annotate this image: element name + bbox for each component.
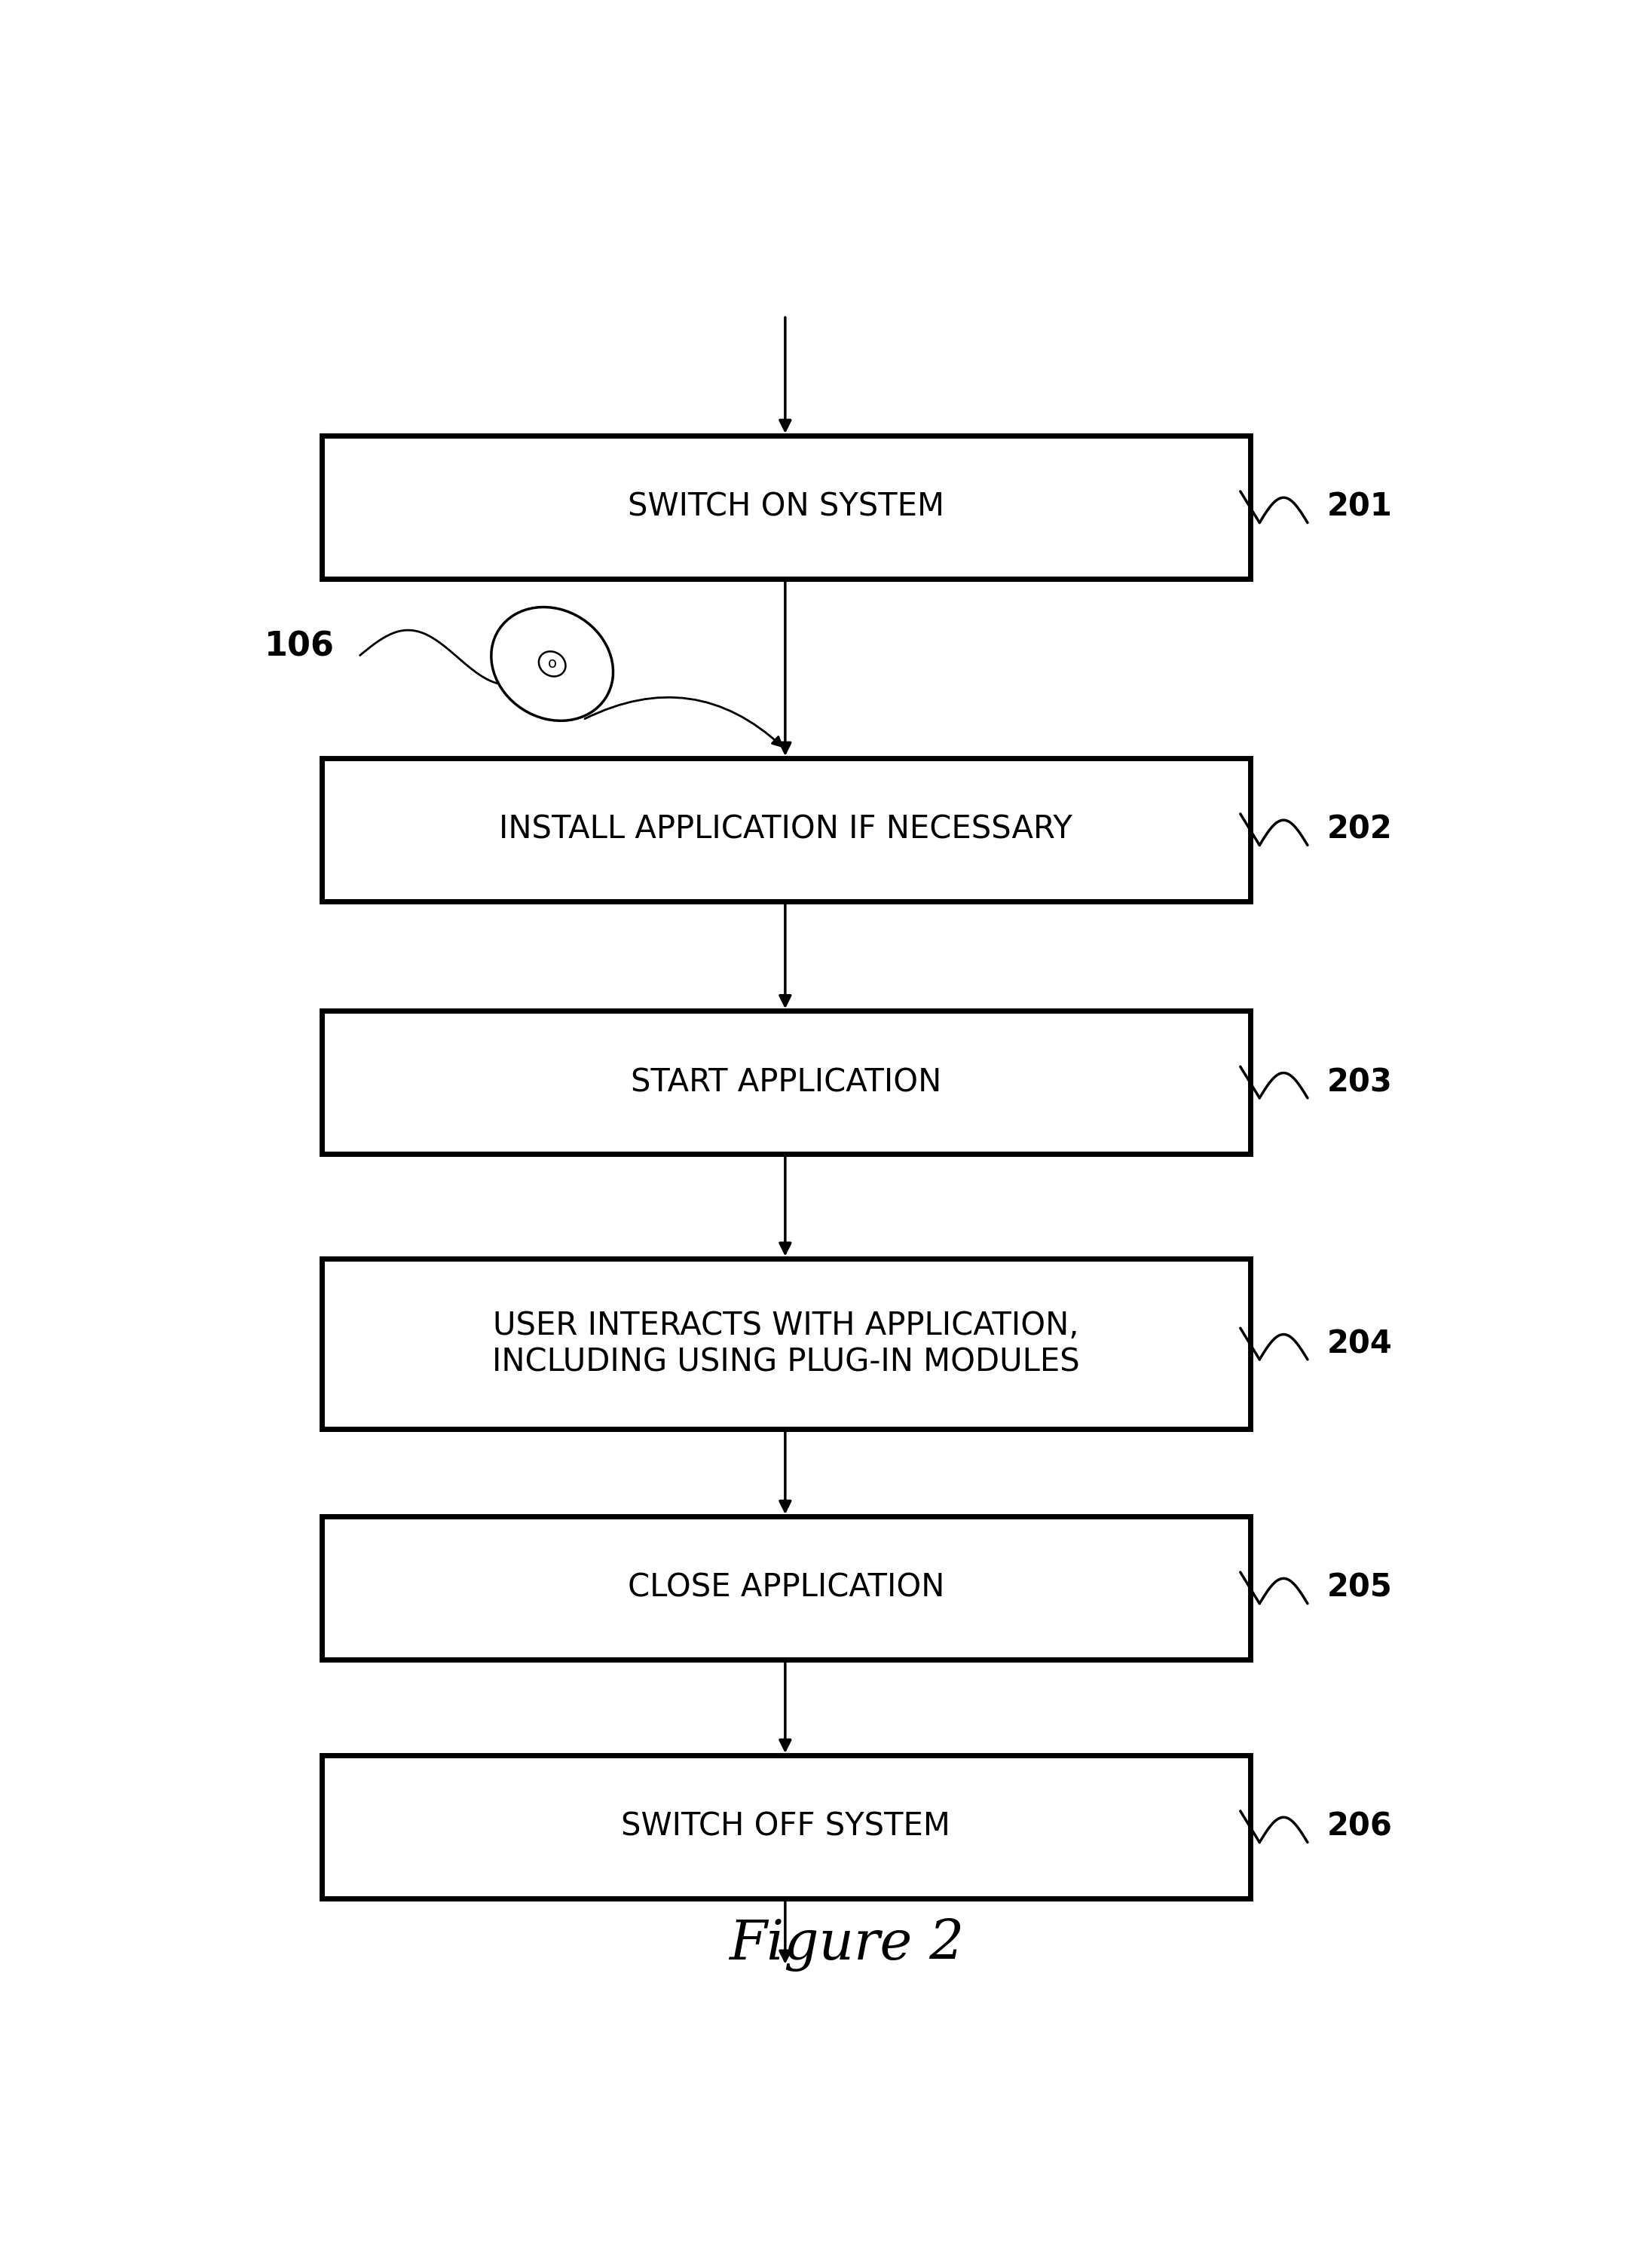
Text: START APPLICATION: START APPLICATION	[631, 1066, 942, 1098]
Text: 205: 205	[1327, 1571, 1393, 1603]
Text: SWITCH OFF SYSTEM: SWITCH OFF SYSTEM	[621, 1811, 950, 1843]
Text: Figure 2: Figure 2	[729, 1918, 965, 1972]
Text: o: o	[548, 657, 557, 670]
Text: USER INTERACTS WITH APPLICATION,
INCLUDING USING PLUG-IN MODULES: USER INTERACTS WITH APPLICATION, INCLUDI…	[492, 1309, 1080, 1379]
Bar	[322, 1517, 1251, 1660]
Text: 203: 203	[1327, 1066, 1393, 1098]
Text: SWITCH ON SYSTEM: SWITCH ON SYSTEM	[628, 491, 943, 523]
Bar	[322, 758, 1251, 901]
Ellipse shape	[491, 607, 613, 720]
Bar	[322, 1010, 1251, 1155]
Text: 106: 106	[264, 629, 334, 663]
Bar	[322, 1259, 1251, 1429]
Text: CLOSE APPLICATION: CLOSE APPLICATION	[628, 1571, 945, 1603]
Bar	[322, 1755, 1251, 1897]
Text: 204: 204	[1327, 1329, 1393, 1361]
Text: 206: 206	[1327, 1811, 1393, 1843]
Text: 201: 201	[1327, 491, 1393, 523]
Ellipse shape	[539, 652, 565, 677]
Text: 202: 202	[1327, 813, 1393, 844]
Bar	[322, 435, 1251, 580]
Text: INSTALL APPLICATION IF NECESSARY: INSTALL APPLICATION IF NECESSARY	[499, 813, 1072, 844]
